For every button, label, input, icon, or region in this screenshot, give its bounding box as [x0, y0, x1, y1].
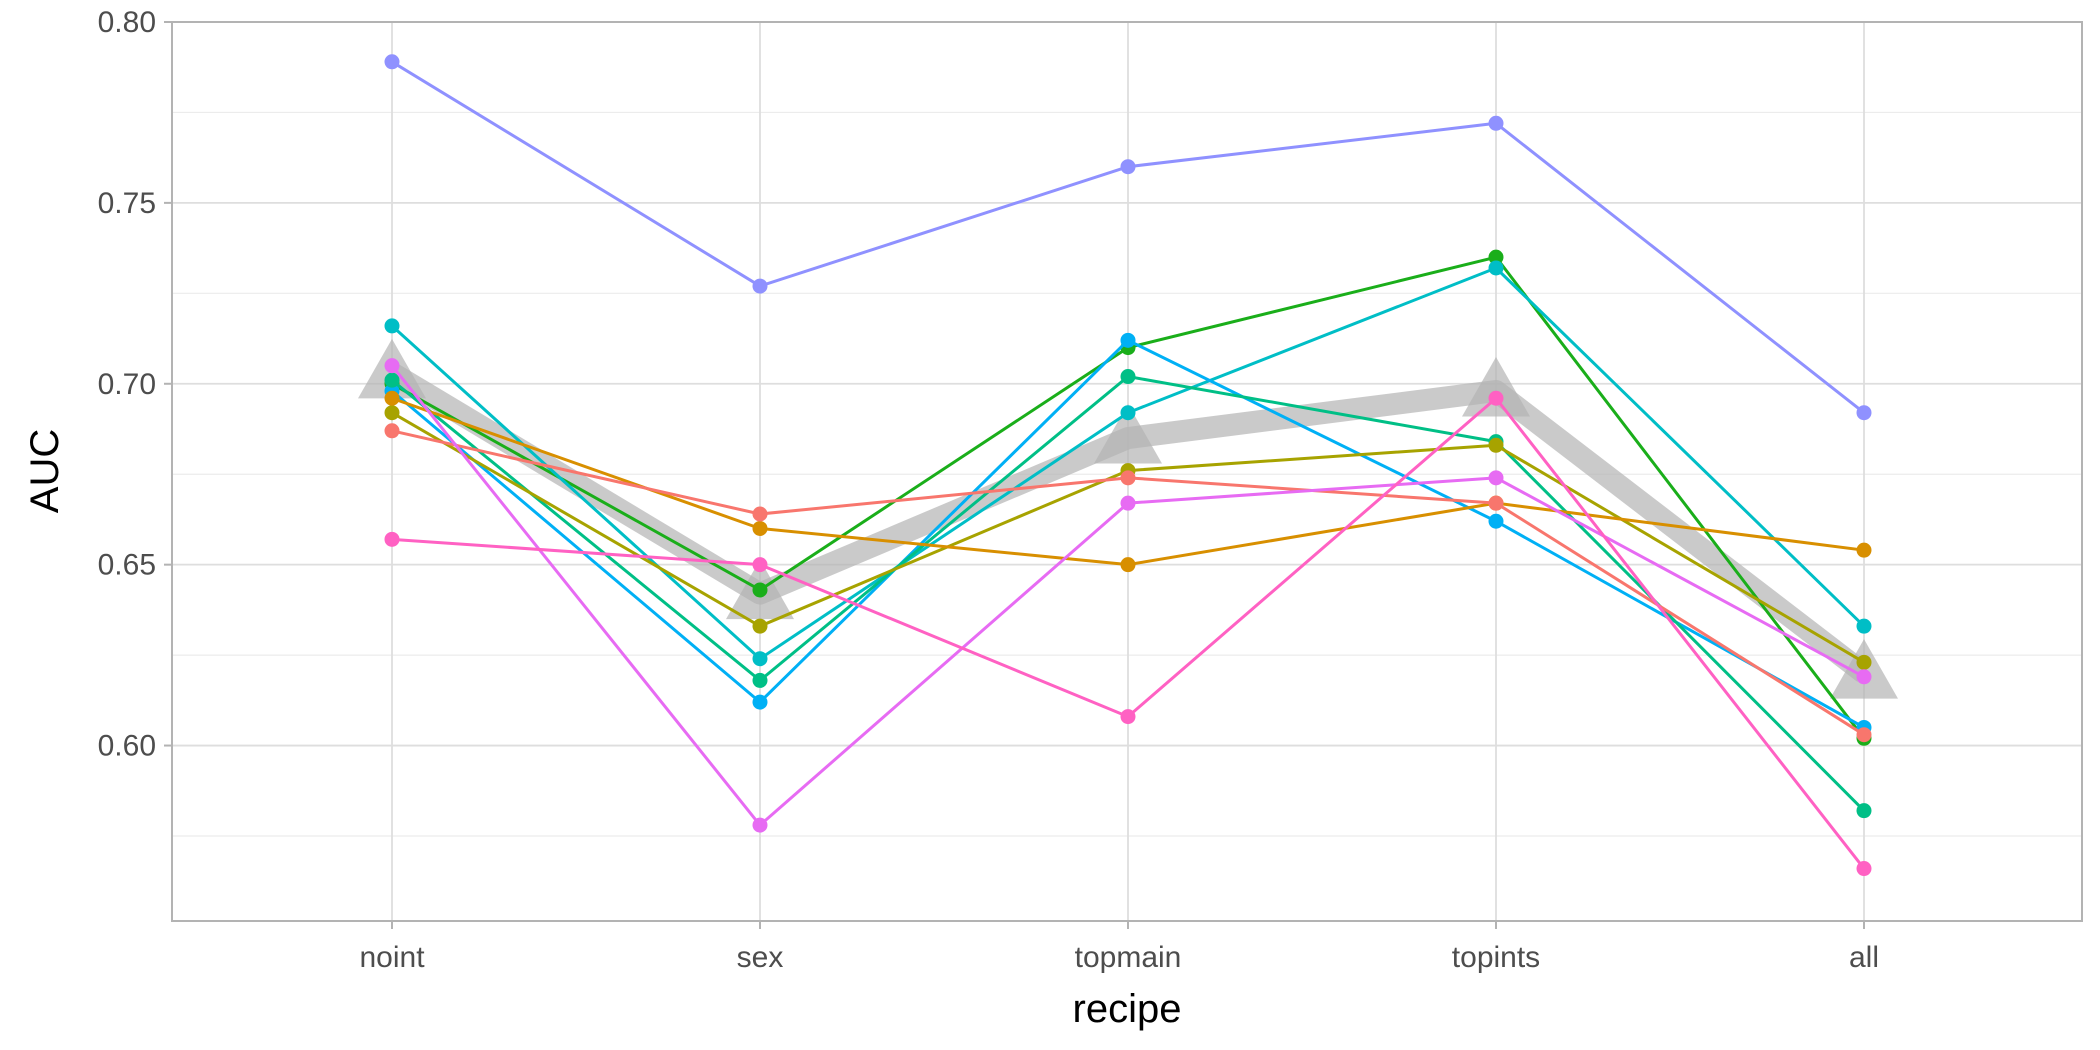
series-point — [1488, 260, 1504, 276]
series-point — [384, 531, 400, 547]
y-tick-label: 0.80 — [98, 6, 156, 39]
mean-triangle-marker — [1462, 357, 1530, 417]
series-point — [1120, 557, 1136, 573]
y-tick-label: 0.70 — [98, 368, 156, 401]
series-point — [752, 278, 768, 294]
series-point — [1856, 803, 1872, 819]
series-point — [1488, 115, 1504, 131]
y-tick-label: 0.65 — [98, 549, 156, 582]
x-tick-label-all: all — [1849, 941, 1879, 974]
series-8 — [384, 423, 1872, 743]
series-point — [752, 817, 768, 833]
series-point — [752, 672, 768, 688]
y-tick-label: 0.75 — [98, 187, 156, 220]
series-point — [1856, 861, 1872, 877]
series-point — [1856, 654, 1872, 670]
series-point — [752, 618, 768, 634]
series-lines — [384, 54, 1872, 877]
series-point — [384, 318, 400, 334]
series-point — [1120, 332, 1136, 348]
series-point — [1488, 249, 1504, 265]
series-point — [1120, 405, 1136, 421]
series-point — [1856, 618, 1872, 634]
series-point — [752, 506, 768, 522]
series-point — [1488, 495, 1504, 511]
series-1 — [384, 54, 1872, 421]
series-point — [1488, 437, 1504, 453]
series-10 — [384, 390, 1872, 877]
series-point — [1120, 159, 1136, 175]
series-point — [752, 557, 768, 573]
series-point — [384, 405, 400, 421]
series-point — [384, 358, 400, 374]
series-point — [752, 520, 768, 536]
series-point — [752, 582, 768, 598]
series-point — [1856, 669, 1872, 685]
x-tick-label-topints: topints — [1452, 941, 1540, 974]
series-point — [1488, 390, 1504, 406]
series-point — [1488, 513, 1504, 529]
series-3 — [384, 260, 1872, 667]
series-point — [752, 651, 768, 667]
series-5 — [384, 369, 1872, 819]
x-axis-ticks: noint sex topmain topints all — [359, 921, 1879, 974]
x-tick-label-noint: noint — [359, 941, 425, 974]
y-axis-ticks: 0.60 0.65 0.70 0.75 0.80 — [98, 6, 172, 763]
series-point — [1856, 727, 1872, 743]
series-point — [1120, 369, 1136, 385]
series-point — [1120, 495, 1136, 511]
series-9 — [384, 358, 1872, 833]
series-point — [1120, 709, 1136, 725]
series-point — [384, 54, 400, 70]
y-tick-label: 0.60 — [98, 730, 156, 763]
series-point — [384, 390, 400, 406]
series-point — [1856, 542, 1872, 558]
x-axis-title: recipe — [1073, 987, 1182, 1031]
series-point — [1120, 470, 1136, 486]
series-point — [384, 372, 400, 388]
series-point — [1488, 470, 1504, 486]
x-tick-label-topmain: topmain — [1075, 941, 1182, 974]
mean-triangle-marker — [1094, 404, 1162, 464]
x-tick-label-sex: sex — [737, 941, 784, 974]
y-axis-title: AUC — [23, 429, 67, 513]
series-point — [752, 694, 768, 710]
series-point — [384, 423, 400, 439]
series-point — [1856, 405, 1872, 421]
